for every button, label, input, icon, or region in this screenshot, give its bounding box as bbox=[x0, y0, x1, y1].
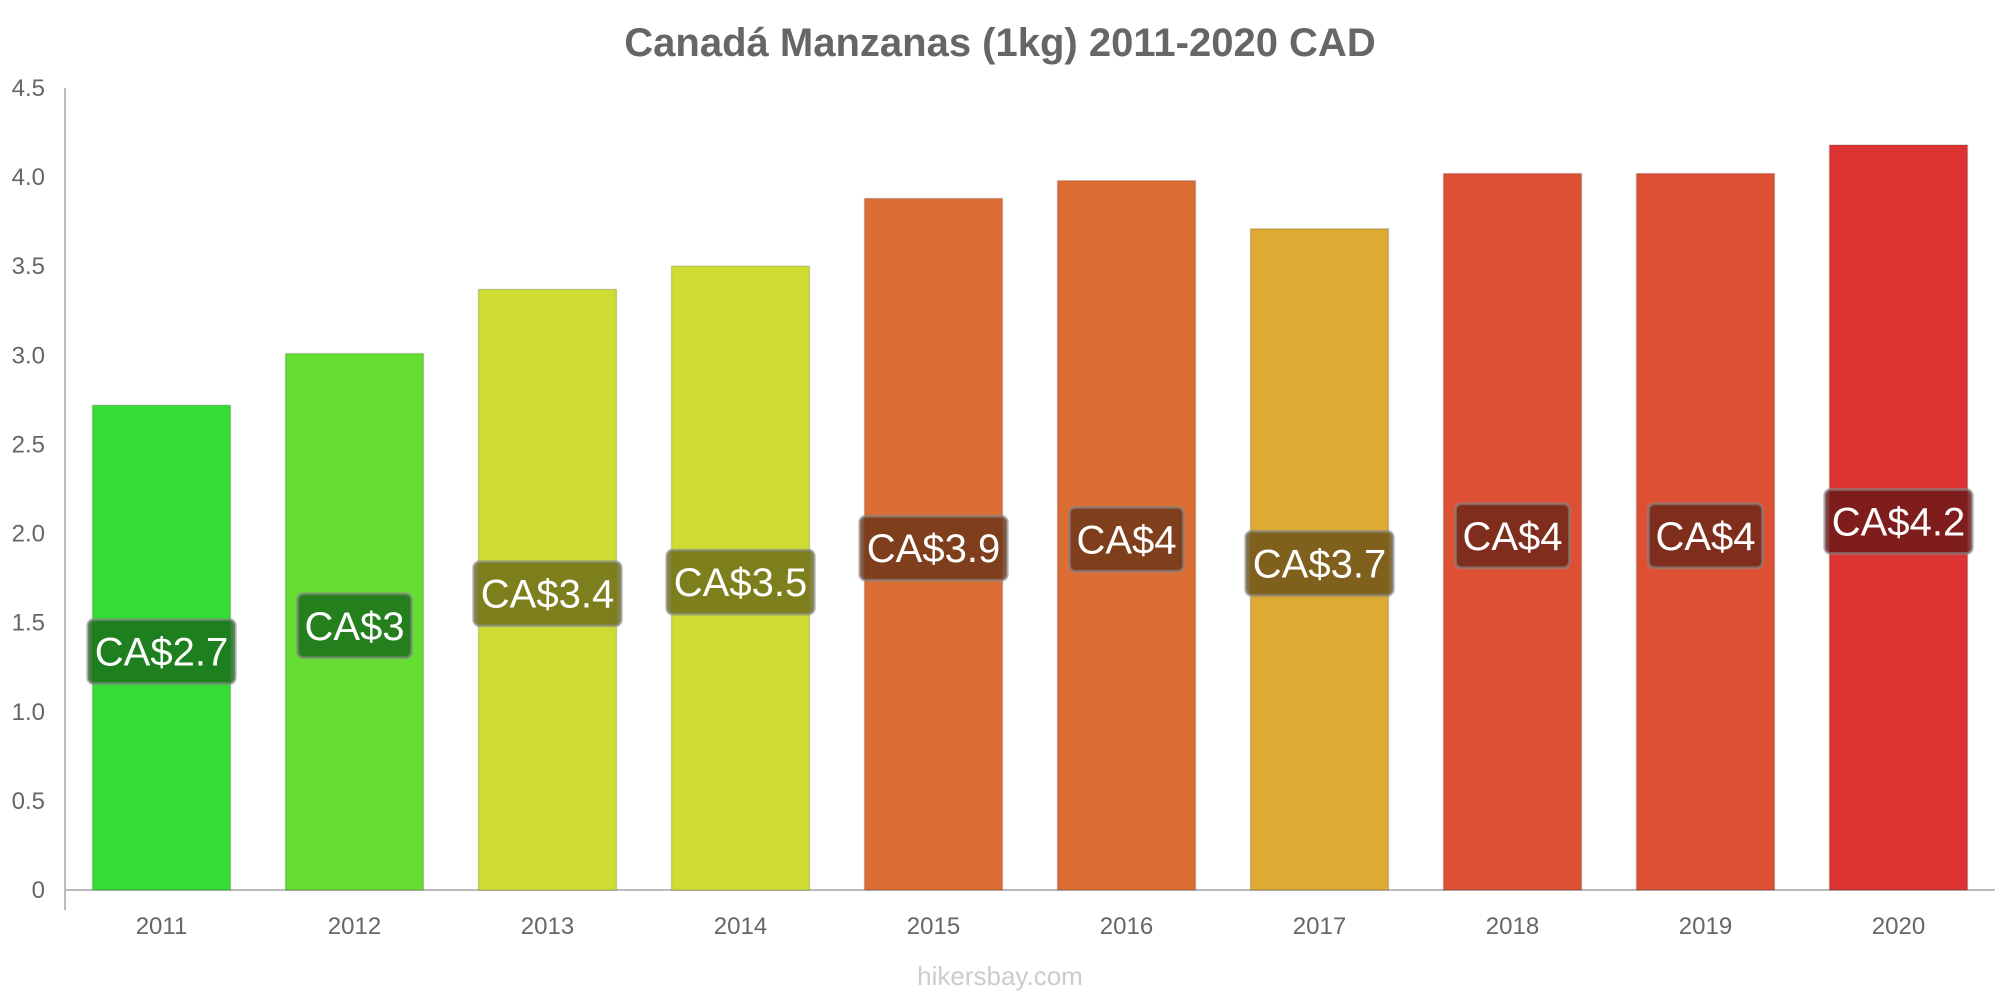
y-tick-label: 4.5 bbox=[12, 75, 45, 102]
data-label-text: CA$4 bbox=[1655, 515, 1755, 559]
x-tick-label: 2020 bbox=[1872, 913, 1925, 940]
data-label: CA$3.4 bbox=[472, 560, 623, 628]
x-tick-label: 2017 bbox=[1293, 913, 1346, 940]
x-tick-label: 2015 bbox=[907, 913, 960, 940]
data-label: CA$4 bbox=[1453, 502, 1572, 570]
data-label-background bbox=[295, 592, 414, 660]
data-label-background bbox=[1646, 502, 1765, 570]
x-tick-label: 2019 bbox=[1679, 913, 1732, 940]
y-axis: 0 0.5 1.0 1.5 2.0 2.5 3.0 3.5 4.0 4.5 bbox=[12, 75, 66, 910]
data-label: CA$3.7 bbox=[1244, 529, 1395, 597]
y-tick-label: 4.0 bbox=[12, 164, 45, 191]
x-tick-label: 2011 bbox=[136, 913, 188, 940]
data-label-text: CA$3.5 bbox=[674, 561, 807, 605]
y-tick-label: 1.0 bbox=[12, 699, 45, 726]
data-label: CA$3.9 bbox=[858, 514, 1009, 582]
data-label-text: CA$3 bbox=[304, 605, 404, 649]
data-label-background bbox=[1244, 529, 1395, 597]
y-tick-label: 1.5 bbox=[12, 610, 45, 637]
x-tick-label: 2012 bbox=[328, 913, 381, 940]
data-label: CA$2.7 bbox=[86, 618, 237, 686]
data-label-background bbox=[472, 560, 623, 628]
data-label: CA$4 bbox=[1067, 505, 1186, 573]
data-label: CA$3.5 bbox=[665, 548, 816, 616]
y-tick-label: 2.0 bbox=[12, 521, 45, 548]
data-label-background bbox=[1823, 488, 1974, 556]
data-label-text: CA$4 bbox=[1462, 515, 1562, 559]
data-label-text: CA$3.4 bbox=[481, 573, 614, 617]
y-tick-label: 0.5 bbox=[12, 788, 45, 815]
data-label-text: CA$2.7 bbox=[95, 631, 228, 675]
data-label: CA$4.2 bbox=[1823, 488, 1974, 556]
y-tick-label: 0 bbox=[32, 877, 45, 904]
data-label-text: CA$3.9 bbox=[867, 527, 1000, 571]
watermark: hikersbay.com bbox=[917, 961, 1083, 991]
x-tick-label: 2014 bbox=[714, 913, 767, 940]
data-label-background bbox=[1453, 502, 1572, 570]
data-label-text: CA$3.7 bbox=[1253, 542, 1386, 586]
data-label-text: CA$4.2 bbox=[1832, 501, 1965, 545]
data-label: CA$4 bbox=[1646, 502, 1765, 570]
chart-title: Canadá Manzanas (1kg) 2011-2020 CAD bbox=[624, 21, 1375, 65]
x-tick-label: 2016 bbox=[1100, 913, 1153, 940]
y-tick-label: 3.0 bbox=[12, 342, 45, 369]
data-label-background bbox=[86, 618, 237, 686]
y-tick-label: 2.5 bbox=[12, 431, 45, 458]
data-labels-group: CA$2.7 CA$3 CA$3.4 CA$3.5 CA$3.9 CA$4 CA$3.7 CA… bbox=[86, 488, 1974, 686]
x-tick-label: 2013 bbox=[521, 913, 574, 940]
data-label-background bbox=[858, 514, 1009, 582]
data-label-background bbox=[665, 548, 816, 616]
x-tick-label: 2018 bbox=[1486, 913, 1539, 940]
data-label: CA$3 bbox=[295, 592, 414, 660]
x-axis: 2011 2012 2013 2014 2015 2016 2017 2018 2019 2020 bbox=[65, 889, 1995, 940]
data-label-background bbox=[1067, 505, 1186, 573]
data-label-text: CA$4 bbox=[1076, 518, 1176, 562]
y-tick-label: 3.5 bbox=[12, 253, 45, 280]
